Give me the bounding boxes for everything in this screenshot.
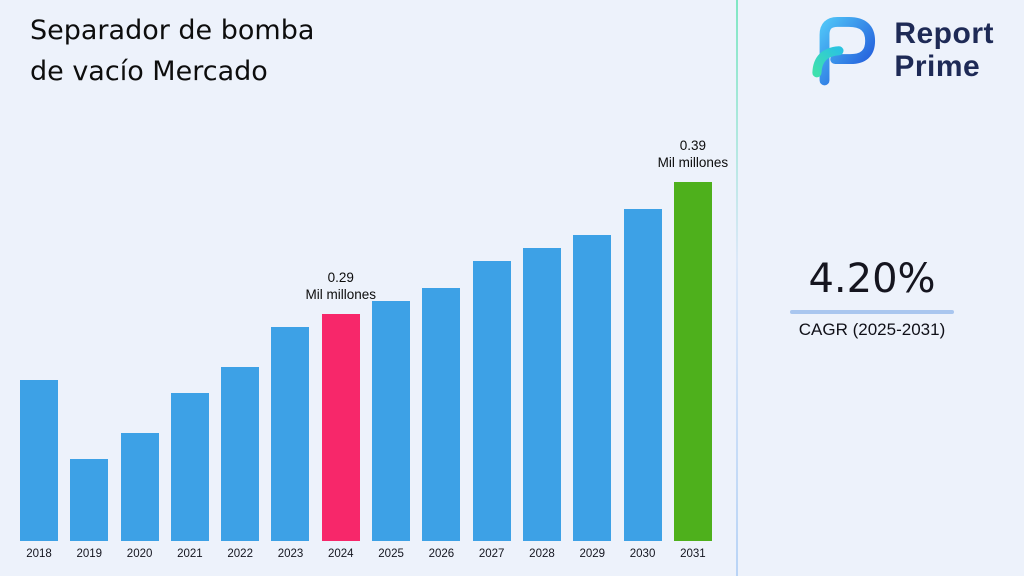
x-axis-label-2030: 2030 [629,548,656,560]
bar-2031 [673,182,712,541]
title-line-2: de vacío Mercado [30,56,268,87]
chart-column-2020: 2020 [120,433,159,560]
bar-annotation-2024: 0.29 Mil millones [306,269,377,304]
x-axis-label-2028: 2028 [529,548,555,560]
title-line-1: Separador de bomba [30,15,315,46]
chart-column-2022: 2022 [221,367,260,560]
bar-annotation-2031: 0.39 Mil millones [658,137,729,172]
bar-2025 [372,301,411,541]
chart-column-2030: 2030 [623,209,662,560]
brand-name-line-2: Prime [894,50,981,83]
chart-column-2029: 2029 [573,235,612,560]
cagr-underline [790,310,954,314]
bar-2018 [20,380,58,541]
x-axis-label-2022: 2022 [227,548,253,560]
cagr-block: 4.20% CAGR (2025-2031) [752,256,992,340]
bar-2028 [522,248,561,541]
chart-column-2023: 2023 [271,327,310,560]
chart-column-2019: 2019 [70,459,109,560]
annotation-value: 0.39 [679,137,706,153]
chart-column-2024: 0.29 Mil millones 2024 [306,270,377,560]
x-axis-label-2023: 2023 [277,548,304,560]
chart-column-2027: 2027 [472,261,511,560]
chart-column-2028: 2028 [522,248,561,560]
cagr-value: 4.20% [808,256,936,302]
brand-name-line-1: Report [894,17,994,50]
x-axis-label-2025: 2025 [378,548,404,560]
chart-column-2021: 2021 [170,393,209,560]
bar-2020 [120,433,159,541]
x-axis-label-2019: 2019 [76,548,103,560]
bar-2029 [573,235,612,541]
x-axis-label-2024: 2024 [327,548,354,560]
report-prime-logo-icon [812,16,876,86]
bar-2027 [472,261,511,541]
bar-2021 [170,393,209,541]
x-axis-label-2021: 2021 [177,548,203,560]
page-title: Separador de bomba de vacío Mercado [30,10,314,92]
x-axis-label-2029: 2029 [579,548,606,560]
x-axis-label-2027: 2027 [478,548,505,560]
x-axis-label-2031: 2031 [680,548,706,560]
bar-chart: 2018 2019 2020 2021 2022 2023 0.29 Mil millones… [20,138,729,560]
chart-column-2025: 2025 [372,301,411,560]
chart-column-2018: 2018 [20,380,58,560]
annotation-unit: Mil millones [657,155,729,171]
cagr-label: CAGR (2025-2031) [798,320,946,339]
brand-logo: Report Prime [804,12,994,88]
brand-name: Report Prime [894,17,994,83]
chart-column-2026: 2026 [422,288,461,560]
x-axis-label-2026: 2026 [428,548,455,560]
annotation-unit: Mil millones [305,287,377,303]
bar-2022 [221,367,260,541]
bar-2026 [422,288,461,541]
panel-divider [736,0,738,576]
bar-2023 [271,327,310,541]
chart-column-2031: 0.39 Mil millones 2031 [658,138,729,560]
bar-2024 [321,314,360,541]
bar-2030 [623,209,662,541]
x-axis-label-2018: 2018 [26,548,52,560]
bar-2019 [70,459,109,541]
x-axis-label-2020: 2020 [126,548,153,560]
annotation-value: 0.29 [327,269,354,285]
